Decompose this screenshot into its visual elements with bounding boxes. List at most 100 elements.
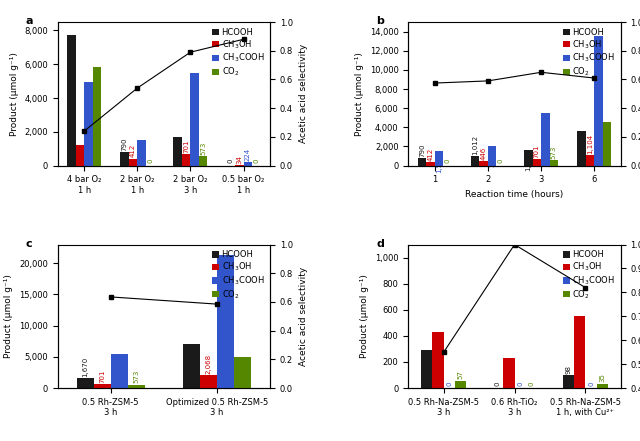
Text: 0: 0: [588, 381, 594, 386]
Text: 1,519: 1,519: [138, 142, 145, 161]
Bar: [596, 384, 608, 388]
Text: 790: 790: [122, 138, 127, 151]
Text: a: a: [26, 16, 33, 26]
Bar: [433, 332, 444, 388]
Bar: [577, 131, 586, 165]
Text: 5,010: 5,010: [239, 358, 246, 378]
Bar: [488, 146, 497, 165]
Text: 1,670: 1,670: [525, 151, 531, 171]
Text: 573: 573: [133, 370, 140, 383]
Text: 0: 0: [495, 381, 500, 386]
Bar: [128, 385, 145, 388]
Text: 701: 701: [99, 369, 105, 382]
Text: 224: 224: [245, 148, 251, 161]
Text: 0: 0: [445, 159, 451, 164]
Bar: [418, 158, 426, 165]
Text: 1,012: 1,012: [472, 135, 478, 155]
Bar: [138, 140, 146, 165]
Text: 21,295: 21,295: [223, 257, 228, 281]
Bar: [426, 162, 435, 165]
Y-axis label: Acetic acid selectivity: Acetic acid selectivity: [299, 44, 308, 143]
Bar: [93, 67, 101, 165]
Text: 550: 550: [577, 318, 582, 331]
X-axis label: Reaction time (hours): Reaction time (hours): [465, 190, 564, 199]
Bar: [594, 36, 603, 165]
Text: 0: 0: [253, 159, 259, 164]
Text: 446: 446: [481, 147, 486, 160]
Y-axis label: Product (μmol g⁻¹): Product (μmol g⁻¹): [360, 274, 369, 358]
Bar: [574, 316, 586, 388]
Bar: [76, 145, 84, 165]
Y-axis label: Product (μmol g⁻¹): Product (μmol g⁻¹): [4, 274, 13, 358]
Text: 790: 790: [419, 143, 425, 157]
Bar: [541, 113, 550, 165]
Text: 0: 0: [517, 381, 524, 386]
Y-axis label: Product (μmol g⁻¹): Product (μmol g⁻¹): [10, 52, 19, 136]
Text: 1,104: 1,104: [587, 134, 593, 154]
Bar: [199, 156, 207, 165]
Bar: [129, 159, 138, 165]
Legend: HCOOH, CH$_3$OH, CH$_3$COOH, CO$_2$: HCOOH, CH$_3$OH, CH$_3$COOH, CO$_2$: [561, 26, 616, 80]
Text: 0: 0: [529, 381, 534, 386]
Text: 701: 701: [534, 144, 540, 158]
Bar: [182, 154, 191, 165]
Bar: [84, 82, 93, 165]
Bar: [183, 344, 200, 388]
Bar: [471, 156, 479, 165]
Y-axis label: Acetic acid selectivity: Acetic acid selectivity: [299, 267, 308, 366]
Bar: [603, 122, 611, 165]
Bar: [503, 358, 515, 388]
Text: 1,670: 1,670: [82, 356, 88, 377]
Bar: [435, 151, 444, 165]
Bar: [421, 350, 433, 388]
Text: d: d: [376, 239, 384, 249]
Text: 7,753: 7,753: [68, 36, 74, 56]
Legend: HCOOH, CH$_3$OH, CH$_3$COOH, CO$_2$: HCOOH, CH$_3$OH, CH$_3$COOH, CO$_2$: [211, 26, 266, 80]
Bar: [77, 377, 93, 388]
Text: 1,224: 1,224: [77, 146, 83, 166]
Text: 430: 430: [435, 333, 441, 347]
Bar: [586, 155, 594, 165]
Text: 3,650: 3,650: [579, 132, 584, 152]
Text: 7,020: 7,020: [189, 346, 195, 366]
Bar: [244, 162, 252, 165]
Text: 0: 0: [228, 159, 234, 164]
Text: 2,099: 2,099: [489, 147, 495, 167]
Text: 98: 98: [565, 365, 572, 374]
Bar: [550, 160, 558, 165]
Bar: [111, 354, 128, 388]
Text: 4,957: 4,957: [85, 83, 92, 103]
Text: 13,514: 13,514: [595, 38, 602, 62]
Bar: [120, 152, 129, 165]
Y-axis label: Product (μmol g⁻¹): Product (μmol g⁻¹): [355, 52, 364, 136]
Text: 57: 57: [458, 370, 464, 380]
Text: 0: 0: [147, 159, 153, 164]
Bar: [532, 159, 541, 165]
Bar: [93, 384, 111, 388]
Bar: [200, 375, 217, 388]
Text: 5,482: 5,482: [542, 115, 548, 135]
Text: 573: 573: [551, 146, 557, 159]
Text: 5,482: 5,482: [192, 75, 198, 94]
Text: b: b: [376, 16, 384, 26]
Text: 289: 289: [424, 352, 429, 365]
Text: 2,068: 2,068: [205, 354, 211, 374]
Bar: [455, 381, 467, 388]
Bar: [217, 255, 234, 388]
Text: 1,670: 1,670: [175, 139, 180, 159]
Legend: HCOOH, CH$_3$OH, CH$_3$COOH, CO$_2$: HCOOH, CH$_3$OH, CH$_3$COOH, CO$_2$: [561, 249, 616, 302]
Text: 573: 573: [200, 142, 206, 155]
Text: 412: 412: [130, 144, 136, 157]
Text: 34: 34: [236, 155, 243, 164]
Bar: [479, 161, 488, 165]
Bar: [524, 149, 532, 165]
Text: 1,519: 1,519: [436, 153, 442, 172]
Bar: [67, 35, 76, 165]
Bar: [563, 375, 574, 388]
Bar: [191, 73, 199, 165]
Text: 701: 701: [183, 139, 189, 153]
Text: c: c: [26, 239, 33, 249]
Text: 0: 0: [446, 381, 452, 386]
Text: 4,600: 4,600: [604, 123, 610, 143]
Text: 5,482: 5,482: [116, 355, 122, 375]
